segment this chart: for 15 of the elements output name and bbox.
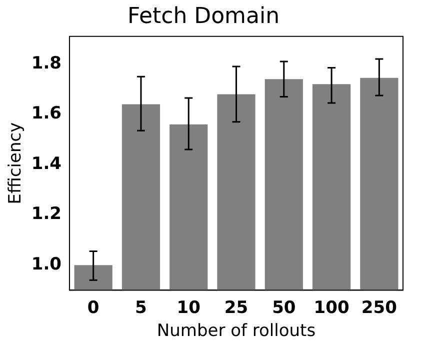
x-tick-label: 5 [135, 298, 147, 318]
x-tick-label: 50 [272, 298, 296, 318]
y-tick-label: 1.6 [31, 104, 62, 124]
x-axis-title: Number of rollouts [156, 321, 316, 342]
x-tick-label: 0 [87, 298, 100, 318]
y-tick-label: 1.0 [31, 254, 62, 274]
x-tick-label: 10 [176, 298, 201, 318]
x-tick-label: 100 [314, 298, 350, 318]
y-axis-title: Efficiency [6, 122, 26, 204]
y-tick-label: 1.2 [31, 204, 62, 224]
chart-title: Fetch Domain [127, 4, 280, 29]
x-tick-label: 25 [224, 298, 248, 318]
x-tick-label: 250 [361, 298, 398, 318]
y-tick-label: 1.8 [31, 53, 62, 74]
y-tick-label: 1.4 [31, 154, 62, 174]
